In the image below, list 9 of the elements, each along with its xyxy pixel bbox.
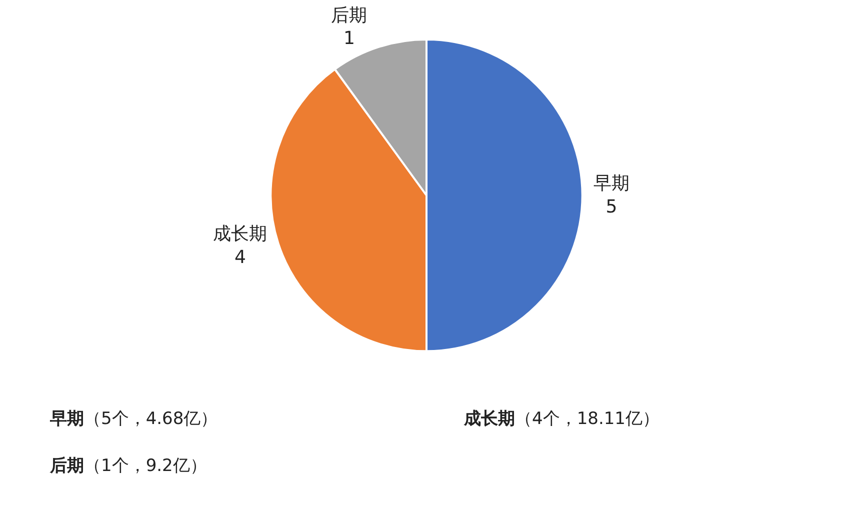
text: 后期（1个，9.2亿） <box>49 456 207 476</box>
text: 早期（5个，4.68亿） <box>49 409 218 429</box>
text: 成长期（4个，18.11亿） <box>463 409 660 429</box>
data-label: 4 <box>234 246 246 268</box>
slice-label: 早期 <box>593 173 630 194</box>
slice-label: 成长期 <box>213 223 268 244</box>
slice-label: 后期 <box>331 4 368 26</box>
data-label: 1 <box>344 28 355 50</box>
data-label: 5 <box>606 196 618 218</box>
